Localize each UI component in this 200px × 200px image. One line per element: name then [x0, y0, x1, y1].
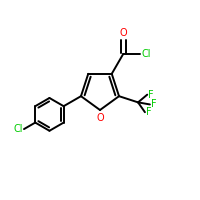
Text: F: F	[151, 99, 156, 109]
Text: Cl: Cl	[13, 124, 23, 134]
Text: F: F	[146, 107, 152, 117]
Text: F: F	[148, 90, 154, 100]
Text: O: O	[119, 28, 127, 38]
Text: O: O	[96, 113, 104, 123]
Text: Cl: Cl	[141, 49, 151, 59]
